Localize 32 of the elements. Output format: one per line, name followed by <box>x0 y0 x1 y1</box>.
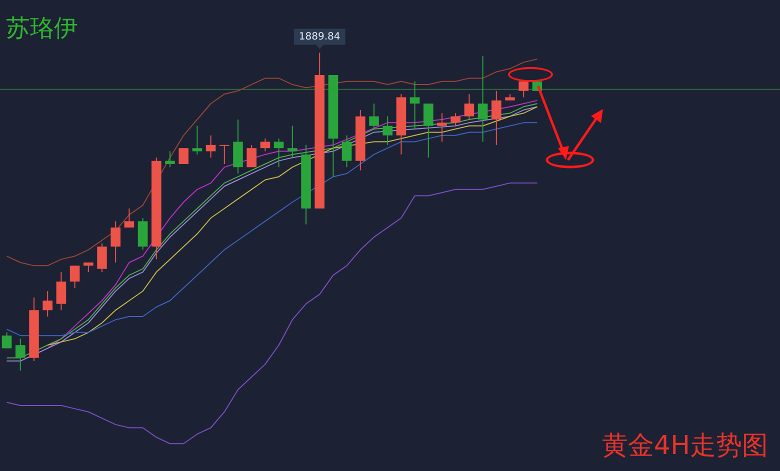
candlestick <box>42 290 52 318</box>
candlestick <box>424 103 434 158</box>
text: 黄金4H走势图 <box>602 430 768 463</box>
candlestick <box>165 150 175 168</box>
candlestick <box>492 90 502 146</box>
candlestick <box>16 338 26 372</box>
candlestick <box>220 144 230 164</box>
candlestick <box>206 134 216 158</box>
candlestick <box>274 138 284 168</box>
candlestick <box>382 116 392 146</box>
candlestick <box>464 94 474 120</box>
candlestick <box>56 272 66 311</box>
candlestick <box>342 134 352 168</box>
candlestick <box>2 332 12 349</box>
candlestick <box>437 112 447 142</box>
text: 苏珞伊 <box>6 13 78 44</box>
candlestick <box>70 265 80 288</box>
annotation: 1889.84 <box>298 31 340 42</box>
candlestick <box>260 138 270 152</box>
candlestick <box>410 80 420 130</box>
candlestick <box>124 208 134 228</box>
candlestick <box>478 55 488 142</box>
candlestick <box>450 112 460 126</box>
candlestick <box>110 220 120 264</box>
candlestick <box>518 80 528 98</box>
candlestick <box>192 125 202 155</box>
candlestick <box>288 125 298 158</box>
candlestick <box>178 148 188 164</box>
candlestick <box>84 262 94 273</box>
candlestick <box>97 242 107 273</box>
candlestick <box>369 103 379 130</box>
candlestick <box>246 144 256 168</box>
